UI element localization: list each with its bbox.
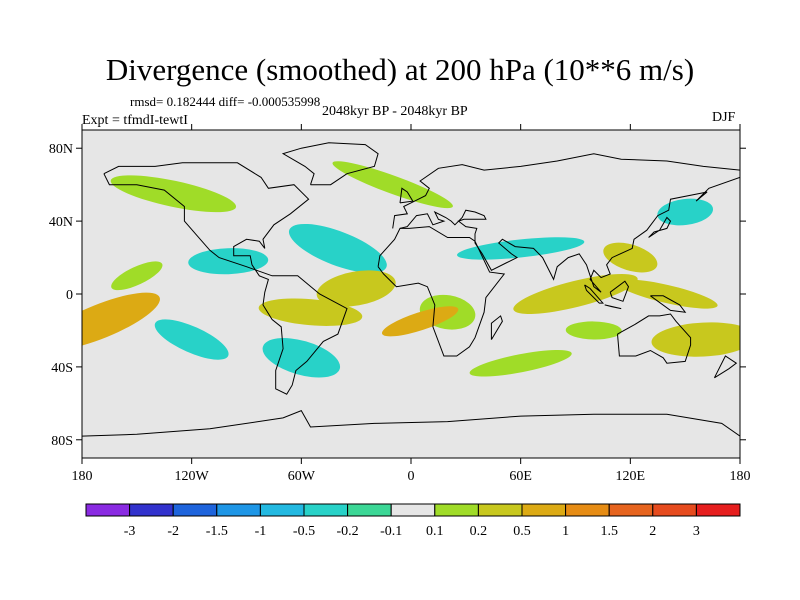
- coastline: [399, 176, 740, 293]
- x-tick-label: 0: [408, 469, 415, 484]
- field-contour: [616, 279, 718, 309]
- field-contour: [469, 349, 572, 377]
- colorbar-label: -0.1: [380, 524, 402, 539]
- colorbar-label: -0.2: [337, 524, 359, 539]
- coastline: [609, 280, 630, 302]
- colorbar-swatch: [172, 503, 218, 517]
- field-contour: [258, 298, 363, 326]
- stats-label: rmsd= 0.182444 diff= -0.000535998: [130, 94, 321, 109]
- coastline: [82, 409, 740, 437]
- field-contour: [513, 274, 638, 314]
- chart-title: Divergence (smoothed) at 200 hPa (10**6 …: [105, 52, 695, 87]
- colorbar-swatch: [608, 503, 654, 517]
- field-contour: [603, 242, 658, 273]
- colorbar-label: 1: [562, 524, 569, 539]
- season-label: DJF: [712, 110, 736, 125]
- colorbar-swatch: [347, 503, 392, 517]
- colorbar-label: 3: [693, 524, 700, 539]
- colorbar-swatch: [565, 503, 610, 517]
- x-tick-label: 120E: [616, 469, 646, 484]
- x-tick-label: 60W: [288, 469, 316, 484]
- field-layer: [82, 161, 740, 378]
- coastline: [713, 355, 738, 379]
- colorbar-swatch: [390, 503, 436, 517]
- colorbar-swatch: [521, 503, 567, 517]
- y-tick-label: 40N: [49, 215, 73, 230]
- colorbar-label: 2: [649, 524, 656, 539]
- y-tick-label: 0: [66, 288, 73, 303]
- coastlines: [82, 142, 740, 437]
- coastline: [281, 142, 379, 186]
- x-tick-label: 180: [730, 469, 751, 484]
- period-label: 2048kyr BP - 2048kyr BP: [322, 104, 468, 119]
- colorbar-swatch: [216, 503, 261, 517]
- colorbar-swatch: [85, 503, 131, 517]
- coastline: [103, 162, 348, 395]
- colorbar-label: 1.5: [600, 524, 618, 539]
- field-contour: [110, 175, 237, 213]
- colorbar-label: 0.2: [470, 524, 488, 539]
- colorbar-label: -0.5: [293, 524, 315, 539]
- coastline: [617, 313, 692, 364]
- coastline: [399, 187, 414, 204]
- x-tick-label: 120W: [175, 469, 210, 484]
- colorbar-label: -1.5: [206, 524, 228, 539]
- colorbar-swatch: [259, 503, 305, 517]
- y-tick-label: 80S: [51, 434, 73, 449]
- coastline: [490, 315, 503, 340]
- x-tick-label: 60E: [509, 469, 532, 484]
- field-contour: [111, 261, 163, 291]
- field-contour: [154, 319, 229, 360]
- coastline: [648, 216, 672, 238]
- field-contour: [457, 237, 585, 260]
- x-tick-label: 180: [72, 469, 93, 484]
- field-contour: [651, 322, 740, 357]
- field-contour: [657, 198, 714, 226]
- field-contour: [262, 338, 341, 378]
- field-contour: [82, 292, 160, 351]
- experiment-label: Expt = tfmdI-tewtI: [82, 113, 188, 128]
- colorbar-label: -3: [124, 524, 136, 539]
- field-contour: [288, 223, 387, 273]
- colorbar-swatch: [303, 503, 349, 517]
- coastline: [377, 226, 506, 357]
- field-contour: [565, 321, 622, 340]
- coastline: [604, 304, 622, 310]
- coastline: [392, 153, 740, 229]
- colorbar-label: 0.1: [426, 524, 444, 539]
- coastline: [584, 284, 605, 304]
- colorbar-label: -1: [255, 524, 267, 539]
- field-contour: [316, 270, 396, 307]
- colorbar-swatch: [129, 503, 174, 517]
- colorbar-label: -2: [167, 524, 179, 539]
- coastline: [650, 295, 687, 313]
- colorbar-swatch: [477, 503, 523, 517]
- colorbar-swatch: [695, 503, 741, 517]
- y-tick-label: 40S: [51, 361, 73, 376]
- y-tick-label: 80N: [49, 142, 73, 157]
- colorbar-swatch: [434, 503, 479, 517]
- field-contour: [381, 306, 459, 337]
- colorbar-label: 0.5: [513, 524, 531, 539]
- field-contour: [332, 161, 453, 209]
- colorbar-swatch: [652, 503, 697, 517]
